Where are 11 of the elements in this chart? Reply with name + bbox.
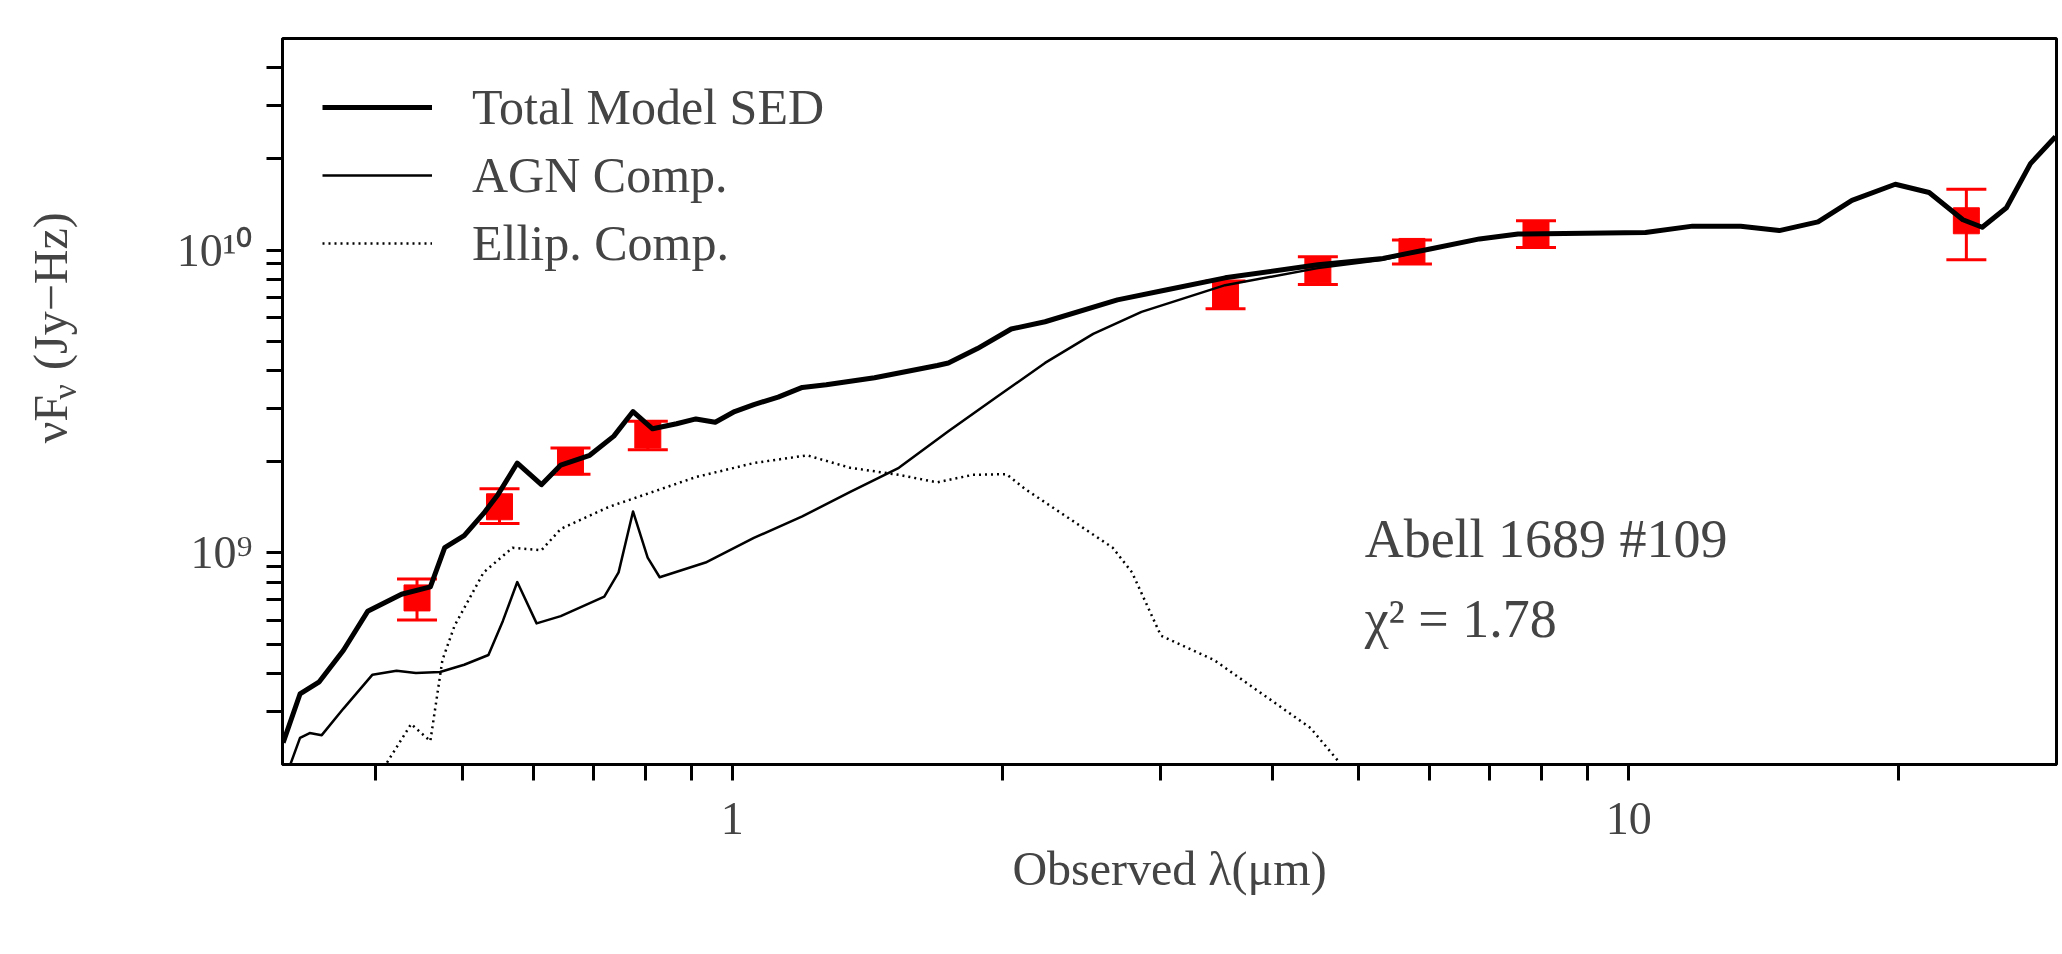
legend-label: Ellip. Comp. — [472, 214, 729, 272]
y-tick-label: 10¹⁰ — [176, 224, 253, 276]
y-axis-title: νFν (Jy−Hz) — [24, 212, 83, 444]
x-axis-title: Observed λ(μm) — [1012, 841, 1327, 896]
legend-label: Total Model SED — [472, 78, 825, 136]
x-tick-label: 10 — [1605, 792, 1652, 844]
y-tick-label: 10⁹ — [190, 527, 253, 579]
x-tick-label: 1 — [720, 792, 744, 844]
annotation: Abell 1689 #109 — [1364, 509, 1728, 570]
annotation: χ² = 1.78 — [1363, 589, 1557, 650]
legend-label: AGN Comp. — [472, 146, 728, 204]
